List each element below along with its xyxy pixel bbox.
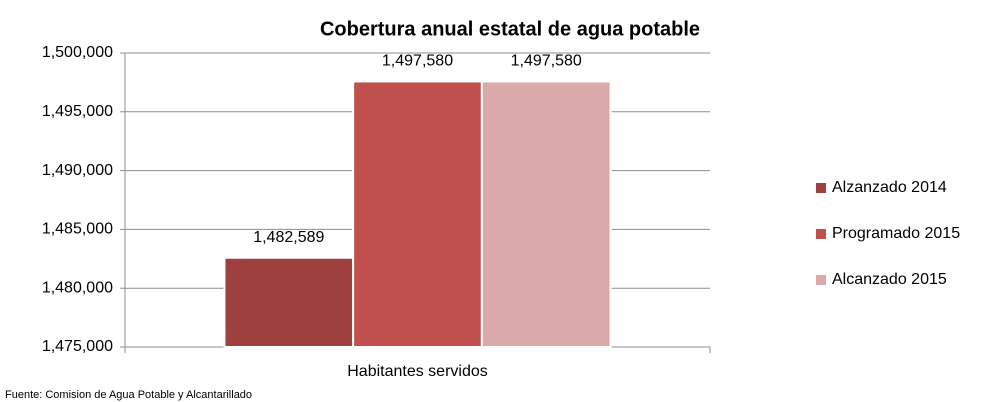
source-note: Fuente: Comision de Agua Potable y Alcan… (5, 389, 252, 401)
y-tick-label: 1,500,000 (42, 44, 113, 61)
legend-swatch (816, 183, 826, 193)
legend-label: Programado 2015 (832, 225, 960, 242)
legend-label: Alcanzado 2015 (832, 271, 947, 288)
x-tick-label: Habitantes servidos (347, 363, 488, 380)
bar (352, 80, 483, 348)
legend-swatch (816, 229, 826, 239)
bar (480, 80, 612, 348)
chart-title: Cobertura anual estatal de agua potable (320, 18, 700, 40)
y-tick-label: 1,480,000 (42, 279, 113, 296)
bar (223, 256, 355, 348)
y-tick-label: 1,485,000 (42, 221, 113, 238)
legend-label: Alzanzado 2014 (832, 179, 947, 196)
y-tick-label: 1,490,000 (42, 162, 113, 179)
data-label: 1,482,589 (253, 229, 324, 246)
data-label: 1,497,580 (511, 53, 582, 70)
y-tick-label: 1,495,000 (42, 103, 113, 120)
legend-swatch (816, 275, 826, 285)
y-tick-label: 1,475,000 (42, 338, 113, 355)
data-label: 1,497,580 (382, 53, 453, 70)
